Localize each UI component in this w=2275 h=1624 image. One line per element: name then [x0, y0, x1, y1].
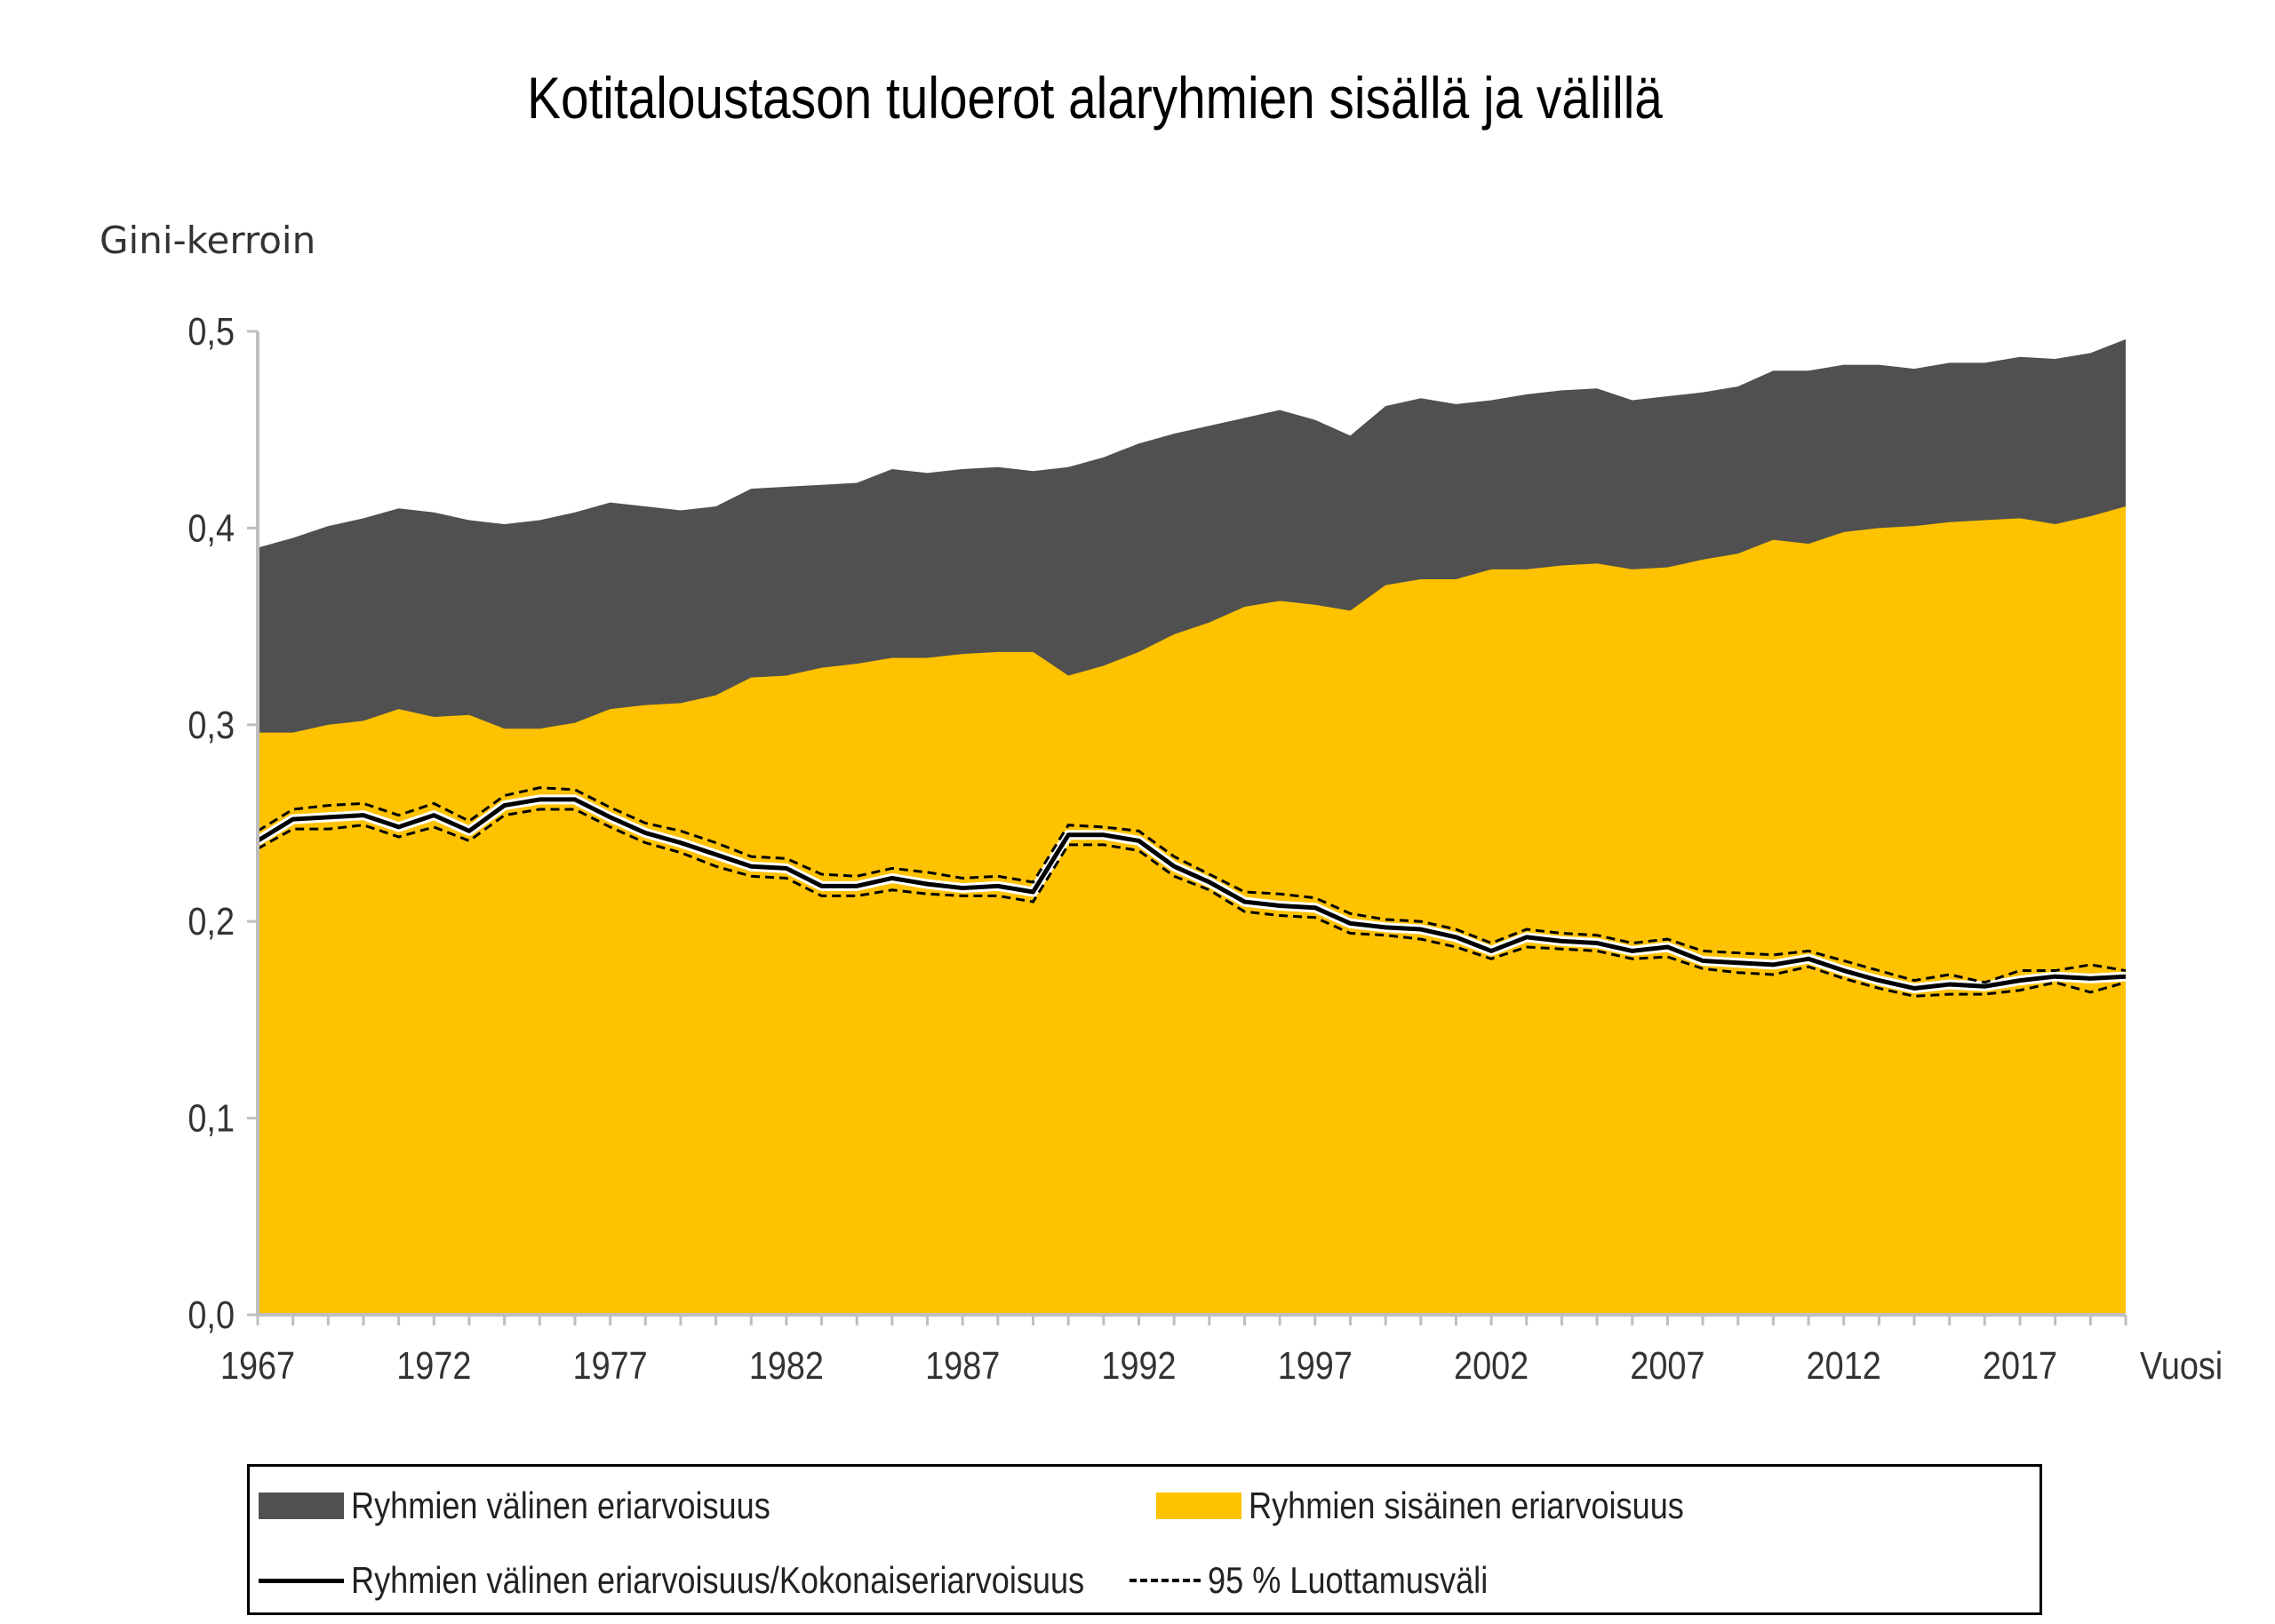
- legend-label-ratio: Ryhmien välinen eriarvoisuus/Kokonaiseri…: [351, 1559, 1085, 1601]
- legend-item-within: Ryhmien sisäinen eriarvoisuus: [1156, 1485, 1755, 1527]
- x-tick-label: 1977: [573, 1343, 648, 1387]
- x-tick-label: 2007: [1630, 1343, 1704, 1387]
- x-tick-label: 1972: [396, 1343, 471, 1387]
- x-tick-label: 1997: [1278, 1343, 1353, 1387]
- ci-upper-line: [257, 786, 2127, 984]
- legend-line-ratio: [259, 1578, 344, 1583]
- legend-label-within: Ryhmien sisäinen eriarvoisuus: [1249, 1485, 1684, 1526]
- x-tick-label: 1967: [220, 1343, 295, 1387]
- y-axis-label: Gini-kerroin: [100, 219, 316, 262]
- legend-item-ratio: Ryhmien välinen eriarvoisuus/Kokonaiseri…: [259, 1559, 1203, 1602]
- legend-label-between: Ryhmien välinen eriarvoisuus: [351, 1485, 770, 1526]
- y-tick-label: 0,2: [188, 900, 235, 943]
- legend-swatch-between: [259, 1493, 344, 1519]
- x-tick-label: 1992: [1101, 1343, 1176, 1387]
- x-tick-label: 2012: [1807, 1343, 1881, 1387]
- chart-title: Kotitaloustason tuloerot alaryhmien sisä…: [527, 65, 1663, 131]
- chart-area: 0,0 0,1 0,2 0,3 0,4 0,5 1967 1972 1977 1982 1987 19…: [188, 309, 2223, 1387]
- ratio-line: [256, 797, 2127, 991]
- y-tick-label: 0,4: [188, 506, 235, 550]
- x-tick-label: 2002: [1454, 1343, 1529, 1387]
- legend-swatch-within: [1156, 1493, 1241, 1519]
- x-tick-label: 1987: [925, 1343, 1000, 1387]
- y-tick-label: 0,0: [188, 1293, 235, 1336]
- y-tick-label: 0,3: [188, 703, 235, 746]
- area-within: [258, 506, 2126, 1315]
- legend-item-ci: 95 % Luottamusväli: [1130, 1559, 1534, 1602]
- legend-line-ci: [1130, 1579, 1201, 1582]
- y-tick-label: 0,5: [188, 309, 235, 353]
- x-axis-label: Vuosi: [2140, 1343, 2223, 1387]
- x-tick-label: 1982: [749, 1343, 824, 1387]
- ci-lower-line: [257, 808, 2127, 998]
- x-tick-label: 2017: [1983, 1343, 2057, 1387]
- legend-label-ci: 95 % Luottamusväli: [1208, 1559, 1489, 1601]
- y-tick-label: 0,1: [188, 1096, 235, 1140]
- legend: Ryhmien välinen eriarvoisuus Ryhmien sis…: [247, 1464, 2042, 1615]
- legend-item-between: Ryhmien välinen eriarvoisuus: [259, 1485, 839, 1527]
